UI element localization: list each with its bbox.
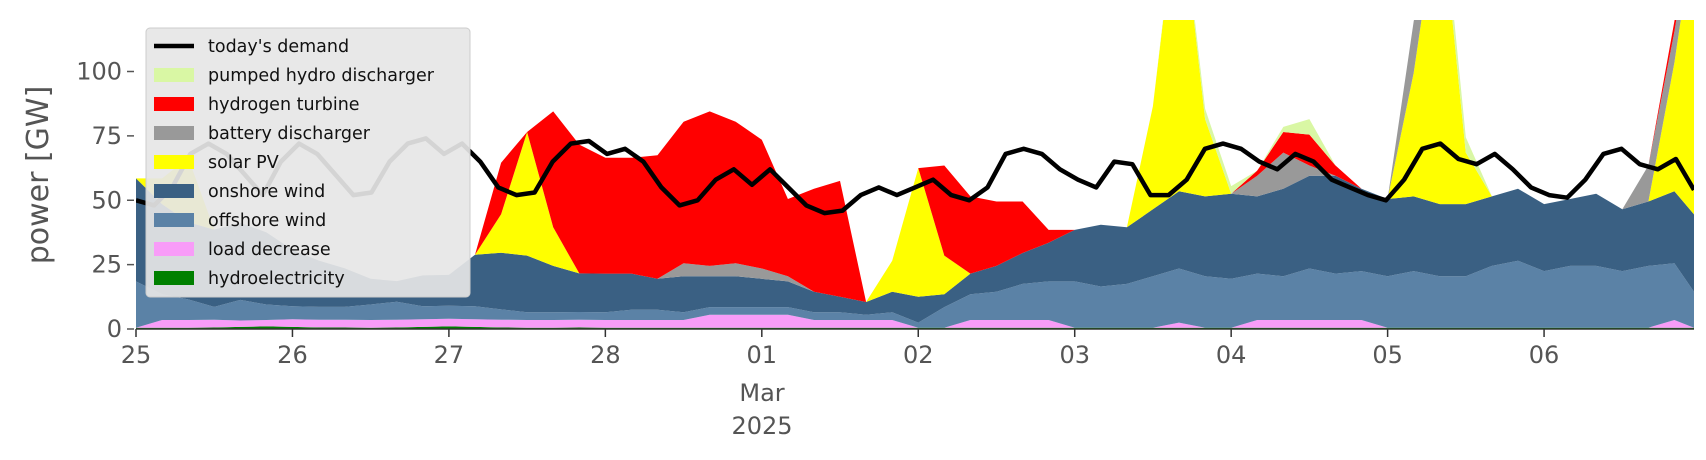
area-onshore-wind — [136, 175, 1694, 323]
legend-swatch — [154, 271, 194, 285]
x-tick-label: 03 — [1059, 341, 1090, 369]
y-axis-label: power [GW] — [21, 86, 56, 265]
legend-label-onshore-wind: onshore wind — [208, 182, 325, 202]
x-tick-label: 26 — [277, 341, 308, 369]
y-tick-label: 25 — [91, 251, 122, 279]
legend-label-solar-pv: solar PV — [208, 153, 279, 173]
x-tick-label: 04 — [1216, 341, 1247, 369]
x-tick-label: 25 — [121, 341, 152, 369]
area-load-decrease — [136, 314, 1694, 328]
x-tick-label: 02 — [903, 341, 934, 369]
y-tick-label: 100 — [76, 58, 122, 86]
y-tick-label: 50 — [91, 186, 122, 214]
y-tick-label: 75 — [91, 122, 122, 150]
x-tick-label: 06 — [1529, 341, 1560, 369]
legend-swatch — [154, 184, 194, 198]
legend-swatch — [154, 97, 194, 111]
legend-box — [145, 27, 471, 298]
area-solar-pv — [136, 20, 1694, 302]
legend-label-offshore-wind: offshore wind — [208, 211, 326, 231]
legend-label-hydrogen-turbine: hydrogen turbine — [208, 95, 360, 115]
legend-label-battery-discharger: battery discharger — [208, 124, 371, 144]
legend-label-load-decrease: load decrease — [208, 240, 331, 260]
legend-swatch — [154, 242, 194, 256]
legend-swatch — [154, 68, 194, 82]
x-tick-label: 27 — [434, 341, 465, 369]
legend-label-pumped-hydro-discharger: pumped hydro discharger — [208, 66, 435, 86]
x-tick-label: 05 — [1372, 341, 1403, 369]
legend-swatch — [154, 155, 194, 169]
x-ticks: 25 26 27 28 01 02 03 04 05 06 — [121, 329, 1560, 369]
legend-label-hydroelectricity: hydroelectricity — [208, 269, 345, 289]
legend: today's demand pumped hydro discharger hyd… — [145, 27, 471, 298]
x-tick-label: 28 — [590, 341, 621, 369]
legend-swatch — [154, 213, 194, 227]
legend-label-today-s-demand: today's demand — [208, 37, 349, 57]
y-ticks: 0 25 50 75 100 — [76, 58, 134, 343]
legend-swatch — [154, 126, 194, 140]
area-offshore-wind — [136, 260, 1694, 328]
x-tick-label: 01 — [747, 341, 778, 369]
x-year-label: 2025 — [731, 412, 792, 440]
y-tick-label: 0 — [107, 315, 122, 343]
x-month-label: Mar — [739, 379, 784, 407]
